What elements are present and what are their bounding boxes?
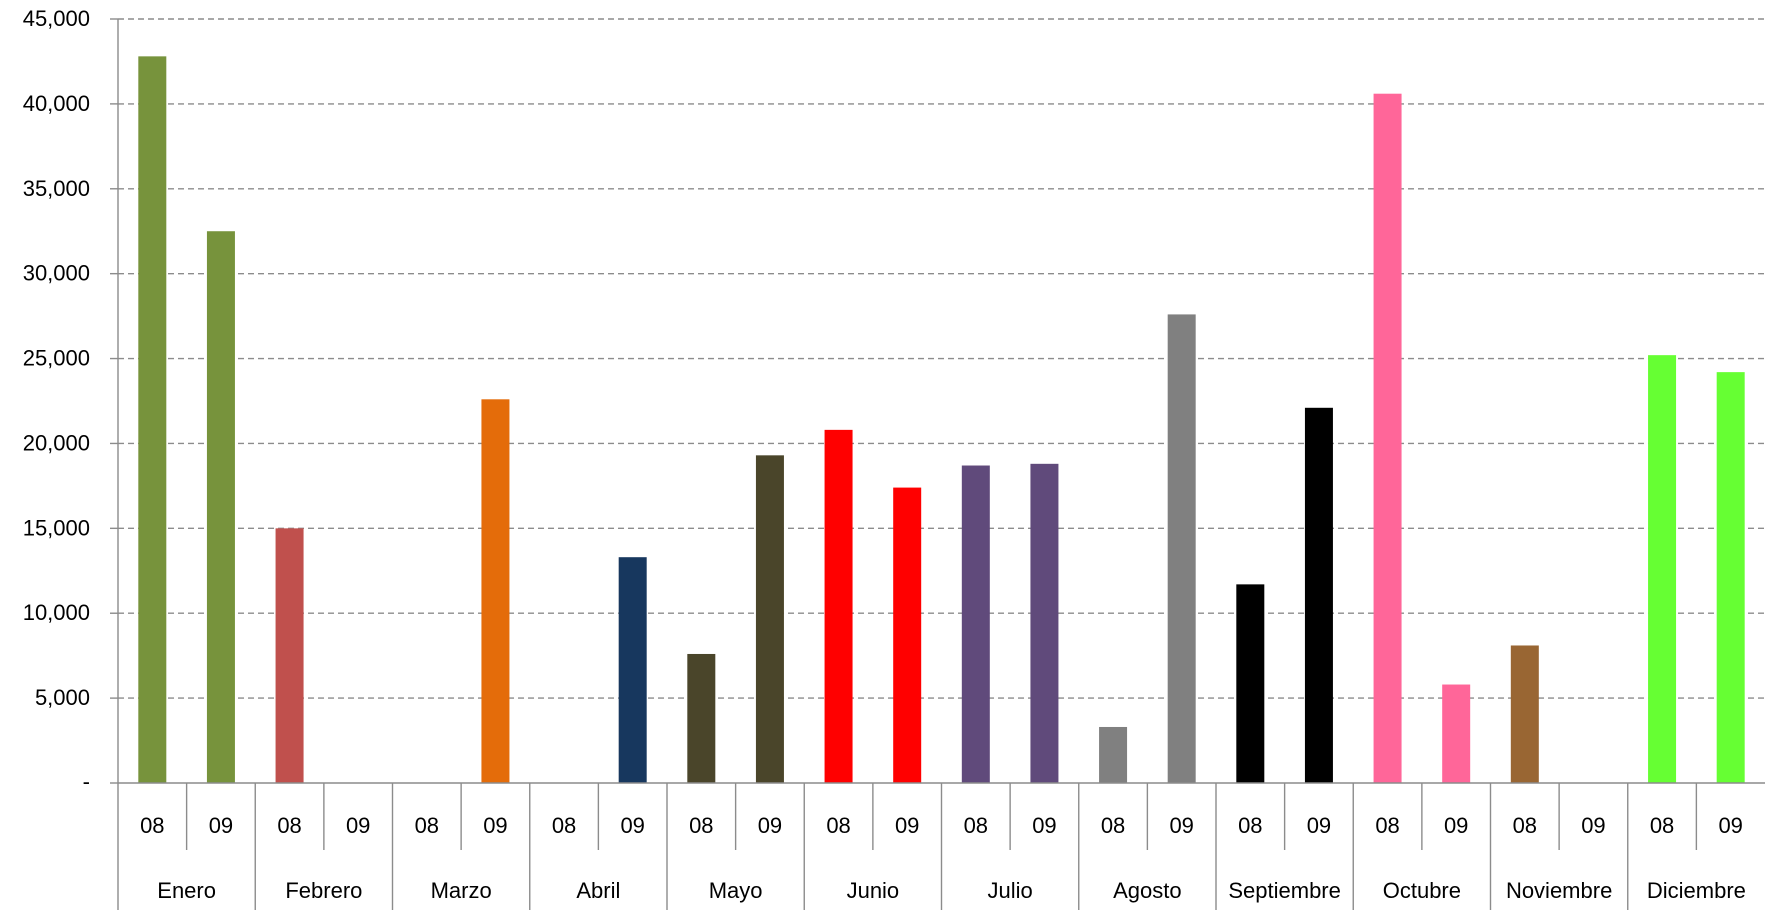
x-tick-label-year: 09 [895,813,919,838]
bar-agosto-08 [1099,726,1128,783]
x-tick-label-month: Julio [988,878,1033,903]
y-tick-label: 5,000 [35,685,90,710]
y-axis-tick-labels: - 5,000 10,000 15,000 20,000 25,000 30,000 35,0… [23,6,90,794]
bar-mayo-09 [755,455,784,783]
x-tick-label-year: 09 [346,813,370,838]
x-tick-label-month: Noviembre [1506,878,1612,903]
bars [138,56,1745,784]
bar-octubre-08 [1373,93,1402,784]
x-tick-label-year: 09 [620,813,644,838]
x-tick-label-month: Diciembre [1647,878,1746,903]
x-axis-labels: 08 09 Enero 08 09 Febrero 08 09 Marzo 08 09 Abril 08… [140,813,1746,903]
x-tick-label-year: 08 [1238,813,1262,838]
bar-agosto-09 [1167,314,1196,783]
y-tick-label: 40,000 [23,91,90,116]
bar-septiembre-08 [1236,584,1265,783]
x-tick-label-year: 09 [483,813,507,838]
x-tick-label-year: 09 [758,813,782,838]
bar-junio-09 [893,487,922,783]
bar-enero-08 [138,56,167,783]
y-tick-label: 25,000 [23,346,90,371]
bar-diciembre-08 [1648,355,1677,783]
x-tick-label-month: Agosto [1113,878,1182,903]
bar-abril-09 [618,557,647,783]
x-tick-label-month: Enero [157,878,216,903]
x-tick-label-year: 09 [1444,813,1468,838]
bar-mayo-08 [687,653,716,783]
x-tick-label-month: Febrero [285,878,362,903]
y-tick-label: 35,000 [23,176,90,201]
x-tick-label-year: 08 [826,813,850,838]
x-tick-label-year: 08 [552,813,576,838]
axes [110,18,1765,910]
y-tick-label: 20,000 [23,430,90,455]
bar-diciembre-09 [1716,372,1745,783]
x-tick-label-year: 09 [1169,813,1193,838]
bar-octubre-09 [1442,684,1471,783]
y-tick-label: 10,000 [23,600,90,625]
x-tick-label-year: 08 [415,813,439,838]
x-tick-label-year: 09 [1718,813,1742,838]
y-tick-label: - [83,769,90,794]
x-tick-label-year: 08 [1513,813,1537,838]
x-tick-label-year: 09 [1307,813,1331,838]
x-tick-label-month: Septiembre [1228,878,1341,903]
x-tick-label-month: Mayo [709,878,763,903]
bar-enero-09 [206,231,235,783]
bar-marzo-09 [481,399,510,783]
x-tick-label-year: 08 [140,813,164,838]
bar-febrero-08 [275,528,304,783]
x-tick-label-year: 08 [277,813,301,838]
x-tick-label-year: 08 [1375,813,1399,838]
bar-julio-09 [1030,463,1059,783]
x-tick-label-month: Marzo [431,878,492,903]
x-tick-label-year: 08 [689,813,713,838]
x-tick-label-year: 08 [1650,813,1674,838]
x-tick-label-year: 09 [1581,813,1605,838]
x-tick-label-month: Abril [576,878,620,903]
x-tick-label-month: Junio [847,878,900,903]
y-tick-label: 30,000 [23,261,90,286]
x-tick-label-year: 08 [1101,813,1125,838]
x-tick-label-year: 09 [209,813,233,838]
bar-septiembre-09 [1304,407,1333,783]
x-tick-label-year: 09 [1032,813,1056,838]
bar-noviembre-08 [1510,645,1539,783]
x-tick-label-month: Octubre [1383,878,1461,903]
bar-junio-08 [824,429,853,783]
x-tick-label-year: 08 [964,813,988,838]
gridlines [118,18,1765,699]
y-tick-label: 15,000 [23,515,90,540]
y-tick-label: 45,000 [23,6,90,31]
bar-julio-08 [961,465,990,783]
